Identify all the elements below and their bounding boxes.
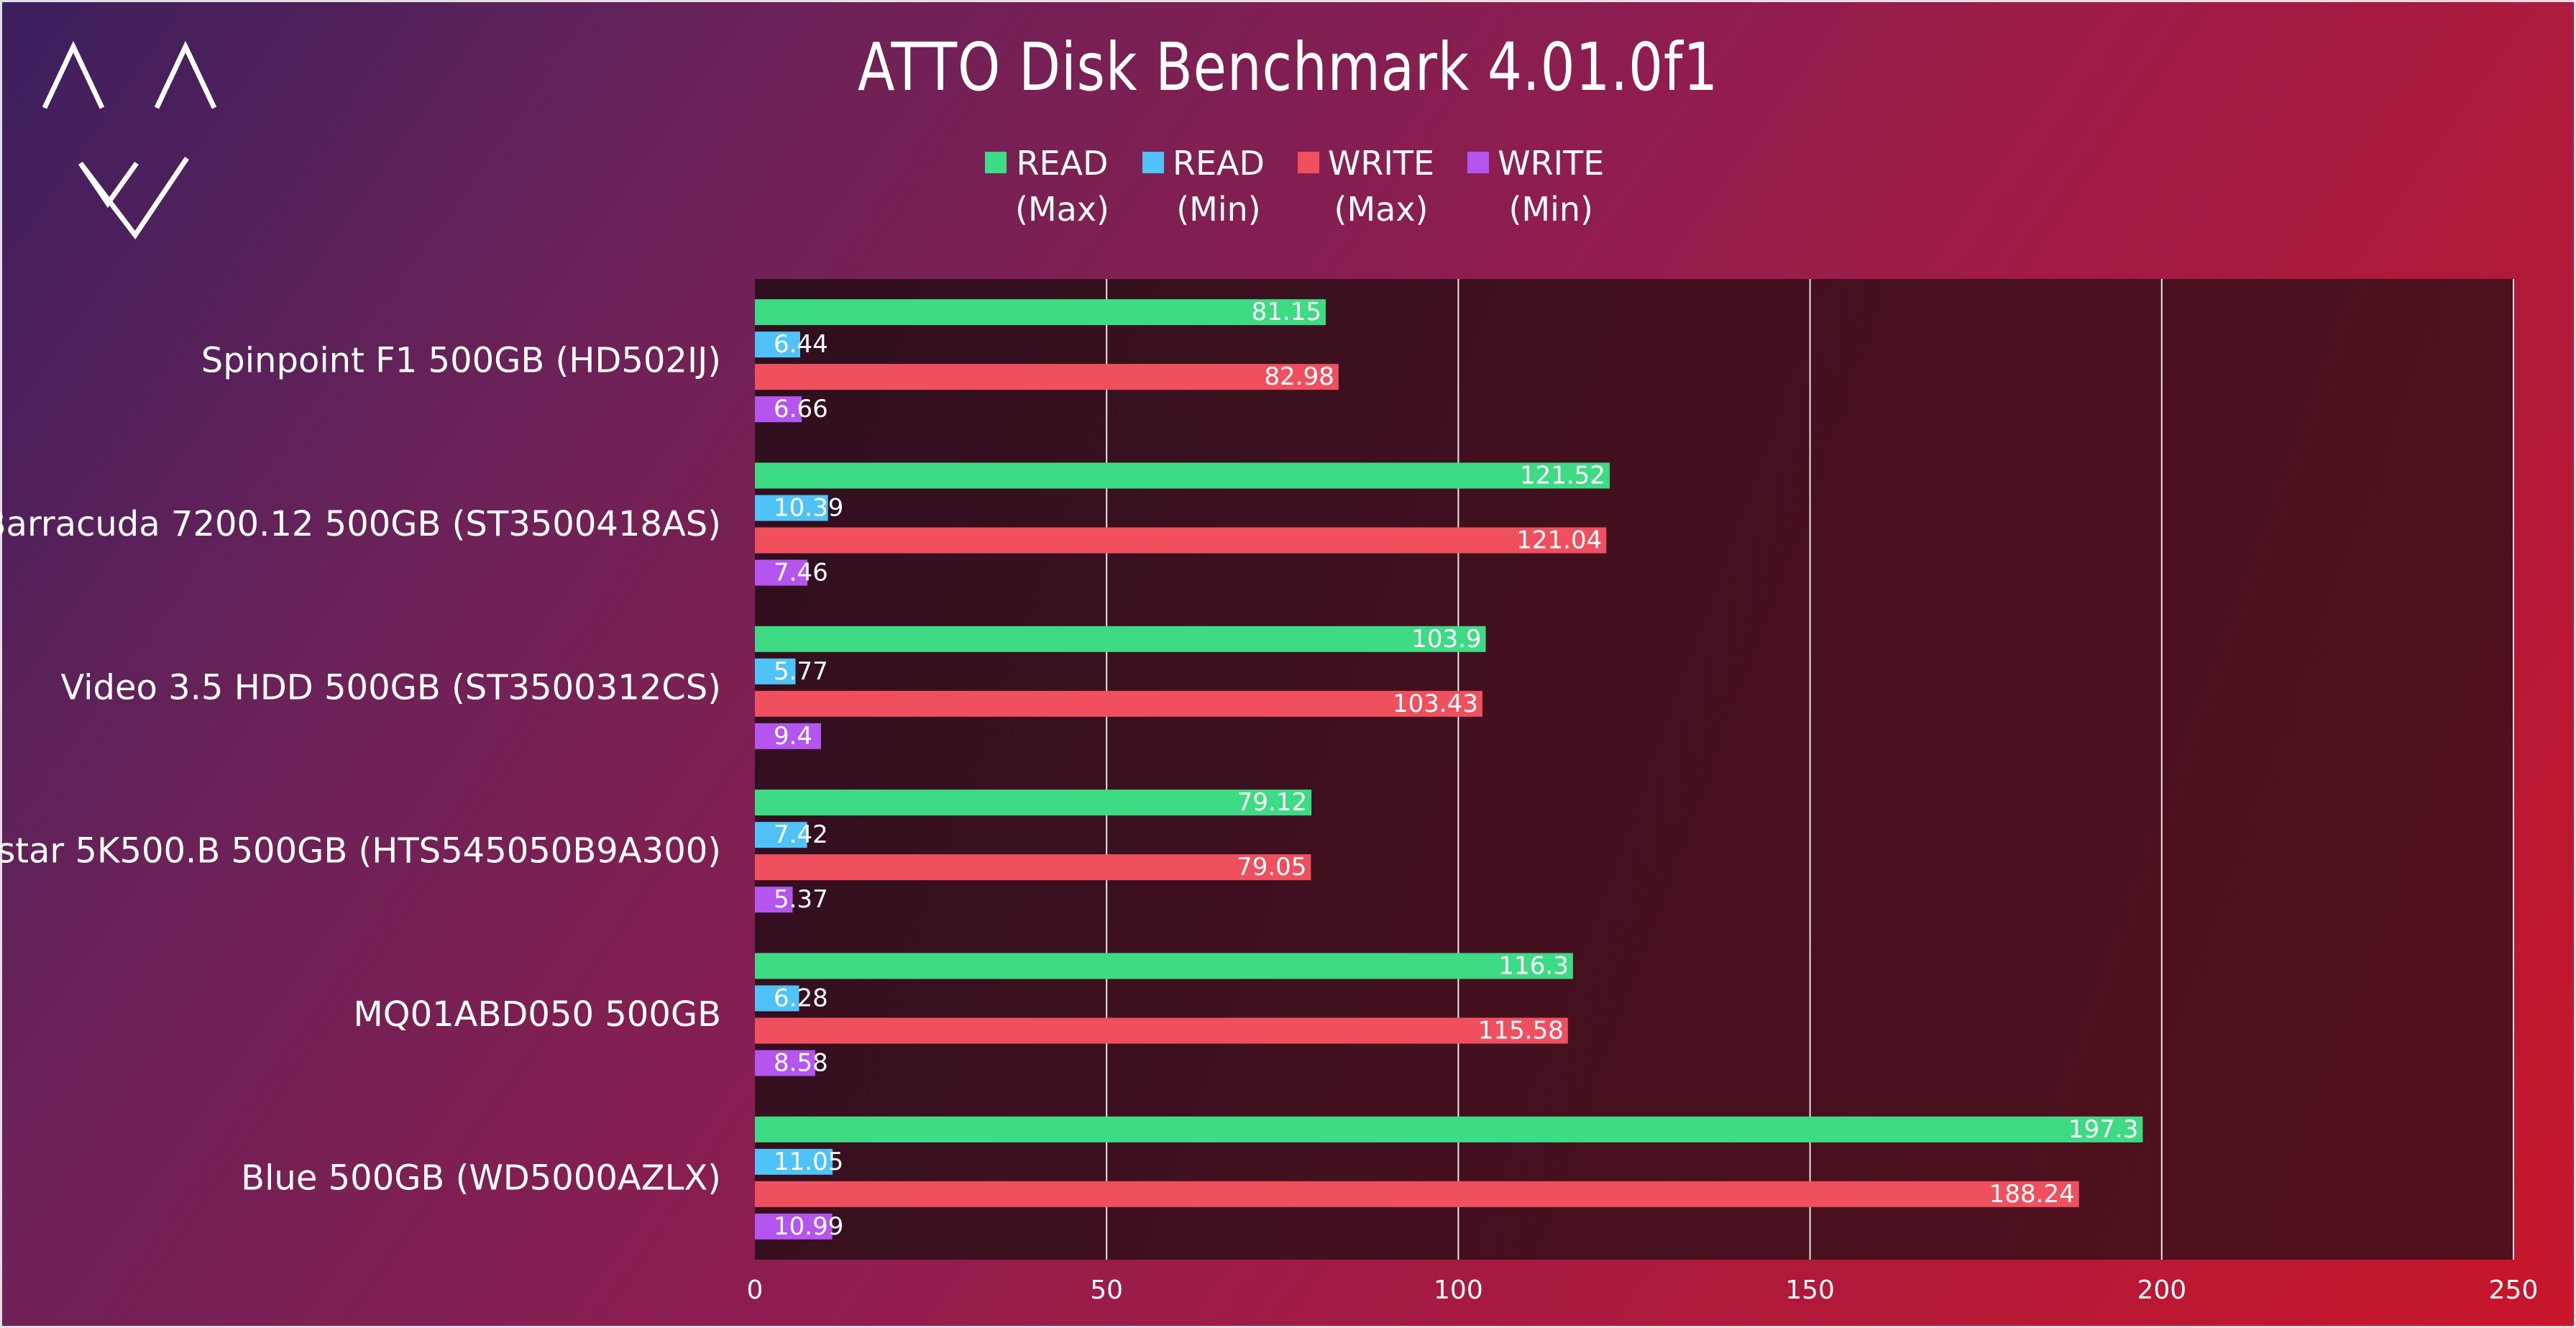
data-label: 115.58 — [1478, 1017, 1564, 1045]
data-label: 8.58 — [774, 1049, 828, 1078]
data-label: 10.39 — [774, 494, 843, 523]
bar — [755, 953, 1573, 979]
legend-item: READ (Min) — [1142, 140, 1265, 232]
bar — [755, 658, 796, 684]
x-tick-label: 200 — [2137, 1276, 2186, 1305]
legend-label: READ (Max) — [1015, 140, 1109, 232]
data-label: 6.28 — [774, 984, 828, 1013]
x-tick-label: 50 — [1090, 1276, 1123, 1305]
chart-title: ATTO Disk Benchmark 4.01.0f1 — [857, 29, 1719, 106]
bar — [755, 527, 1607, 554]
data-label: 197.3 — [2068, 1115, 2138, 1144]
x-tick-label: 150 — [1785, 1276, 1835, 1305]
bar — [755, 299, 1326, 326]
legend-swatch — [1467, 152, 1490, 173]
data-label: 79.05 — [1237, 853, 1306, 881]
legend-label-line1: WRITE — [1327, 144, 1435, 183]
data-label: 6.66 — [774, 395, 828, 423]
category-label: Spinpoint F1 500GB (HD502IJ) — [201, 341, 721, 381]
legend-swatch — [1142, 152, 1164, 173]
legend-swatch — [1297, 152, 1319, 173]
data-label: 121.04 — [1516, 526, 1602, 555]
data-label: 7.42 — [774, 820, 828, 849]
bar — [755, 887, 793, 913]
bar — [755, 854, 1311, 881]
data-label: 81.15 — [1252, 298, 1321, 326]
bar — [755, 1116, 2143, 1142]
data-label: 6.44 — [774, 330, 828, 359]
legend-swatch — [985, 152, 1007, 173]
category-label: Video 3.5 HDD 500GB (ST3500312CS) — [60, 667, 721, 707]
legend-label-line2: (Min) — [1508, 190, 1593, 229]
data-label: 103.9 — [1411, 625, 1481, 654]
data-label: 121.52 — [1520, 462, 1605, 490]
data-label: 7.46 — [774, 559, 828, 587]
data-label: 11.05 — [774, 1148, 843, 1176]
legend-item: READ (Max) — [985, 140, 1109, 232]
legend-label: WRITE (Min) — [1498, 140, 1604, 232]
category-label: Barracuda 7200.12 500GB (ST3500418AS) — [0, 504, 721, 544]
legend-label-line1: READ — [1016, 144, 1109, 183]
legend-label-line2: (Max) — [1015, 190, 1109, 229]
bar — [755, 789, 1312, 816]
x-tick-label: 250 — [2489, 1276, 2539, 1305]
bar — [755, 626, 1486, 652]
bar — [755, 1148, 833, 1175]
site-logo — [42, 40, 217, 240]
bar — [755, 1213, 833, 1240]
legend-label: READ (Min) — [1173, 140, 1265, 232]
data-label: 103.43 — [1393, 690, 1478, 718]
category-label: Blue 500GB (WD5000AZLX) — [241, 1158, 721, 1198]
data-label: 79.12 — [1237, 788, 1307, 817]
legend-item: WRITE (Max) — [1297, 140, 1434, 232]
bar — [755, 364, 1339, 390]
legend-label-line1: WRITE — [1498, 144, 1605, 183]
legend-label: WRITE (Max) — [1328, 140, 1434, 232]
bar — [755, 985, 799, 1012]
bar — [755, 462, 1610, 489]
bar — [755, 1050, 815, 1076]
legend-label-line2: (Min) — [1176, 190, 1261, 229]
category-label: MQ01ABD050 500GB — [353, 994, 721, 1035]
data-label: 82.98 — [1265, 362, 1334, 391]
bar — [755, 331, 801, 358]
bar — [755, 1017, 1568, 1044]
data-label: 188.24 — [1989, 1180, 2075, 1209]
bar — [755, 822, 807, 848]
bar — [755, 396, 802, 423]
data-label: 10.99 — [774, 1212, 843, 1241]
category-label: Travelstar 5K500.B 500GB (HTS545050B9A30… — [0, 831, 721, 871]
bar — [755, 559, 807, 586]
bar — [755, 723, 821, 749]
legend-label-line2: (Max) — [1334, 190, 1429, 229]
legend-label-line1: READ — [1173, 144, 1265, 183]
bar — [755, 1181, 2079, 1207]
bar — [755, 690, 1482, 717]
x-tick-label: 0 — [747, 1276, 764, 1305]
chart-legend: READ (Max) READ (Min) WRITE (Max) WRITE (Min) — [985, 140, 1604, 232]
data-label: 5.77 — [774, 657, 828, 686]
bar — [755, 495, 828, 521]
plot-area — [755, 279, 2513, 1260]
data-label: 116.3 — [1499, 952, 1569, 981]
data-label: 5.37 — [774, 885, 828, 914]
data-label: 9.4 — [774, 722, 812, 751]
x-tick-label: 100 — [1434, 1276, 1483, 1305]
legend-item: WRITE (Min) — [1467, 140, 1604, 232]
